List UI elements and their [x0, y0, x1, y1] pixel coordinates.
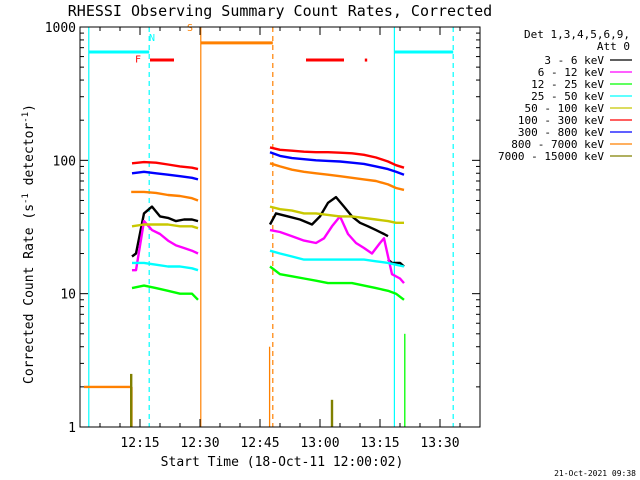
x-tick-label: 12:15 — [120, 436, 159, 451]
y-tick-label: 1000 — [45, 21, 76, 36]
legend-entry-label: 300 - 800 keV — [518, 126, 604, 139]
series-line — [269, 146, 405, 169]
legend-header: Det 1,3,4,5,6,9, — [524, 28, 630, 41]
legend-entry-label: 12 - 25 keV — [531, 78, 604, 91]
series-line — [132, 219, 199, 272]
legend-entry-label: 100 - 300 keV — [518, 114, 604, 127]
y-tick-label: 1 — [68, 421, 76, 436]
series-lines — [84, 146, 405, 427]
series-line — [269, 205, 404, 225]
series-line — [269, 162, 405, 192]
x-tick-label: 12:45 — [240, 436, 279, 451]
legend-entry-label: 3 - 6 keV — [544, 54, 604, 67]
legend-entry-label: 6 - 12 keV — [538, 66, 605, 79]
flag-label: S — [187, 23, 193, 34]
vertical-markers — [88, 27, 454, 427]
flag-bars: N S F — [88, 23, 454, 66]
series-line — [131, 223, 199, 230]
series-line — [131, 190, 199, 202]
series-line — [131, 284, 199, 301]
legend-entry-label: 50 - 100 keV — [525, 102, 605, 115]
series-line — [131, 205, 199, 258]
series-line — [131, 160, 199, 171]
legend-entry-label: 800 - 7000 keV — [511, 138, 604, 151]
axes: 1 10 100 1000 12:15 12:30 12:45 13:00 13:15 13:30 — [45, 21, 481, 451]
x-tick-label: 13:30 — [420, 436, 459, 451]
legend-entry-label: 25 - 50 keV — [531, 90, 604, 103]
y-axis-label: Corrected Count Rate (s-1 detector-1) — [21, 104, 37, 384]
series-line — [131, 170, 199, 181]
series-line — [132, 261, 199, 272]
plot-frame — [79, 26, 481, 428]
y-tick-label: 100 — [53, 154, 76, 169]
chart-title: RHESSI Observing Summary Count Rates, Co… — [68, 2, 492, 20]
y-tick-label: 10 — [60, 288, 76, 303]
footer-timestamp: 21-Oct-2021 09:38 — [554, 469, 636, 478]
legend-entry-label: 7000 - 15000 keV — [498, 150, 604, 163]
x-tick-label: 12:30 — [180, 436, 219, 451]
series-line — [269, 265, 405, 301]
series-line — [269, 215, 405, 284]
legend-header: Att 0 — [597, 40, 630, 53]
x-tick-label: 13:00 — [300, 436, 339, 451]
series-line — [268, 195, 389, 238]
x-tick-label: 13:15 — [360, 436, 399, 451]
series-line — [269, 249, 405, 268]
x-axis-label: Start Time (18-Oct-11 12:00:02) — [161, 455, 404, 470]
series-line — [269, 151, 405, 176]
flag-label: F — [135, 55, 141, 66]
flag-label: N — [149, 33, 155, 44]
